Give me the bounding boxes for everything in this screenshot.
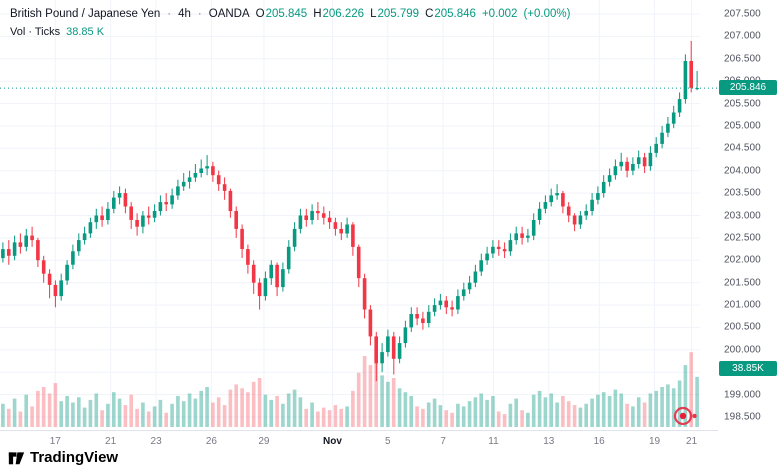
price-axis-label: 205.000 bbox=[724, 120, 761, 132]
symbol-header: British Pound / Japanese Yen · 4h · OAND… bbox=[10, 8, 570, 20]
time-axis-label: 21 bbox=[686, 436, 698, 447]
time-axis-label: 26 bbox=[205, 436, 217, 447]
volume-layer bbox=[1, 347, 699, 427]
price-change-percent: (+0.00%) bbox=[523, 8, 571, 20]
ohlc-high: H206.226 bbox=[313, 8, 365, 20]
volume-header: Vol · Ticks 38.85 K bbox=[10, 26, 104, 38]
record-ring-icon bbox=[673, 406, 693, 426]
time-axis-label: 7 bbox=[440, 436, 446, 447]
price-axis-label: 202.500 bbox=[724, 232, 761, 244]
volume-study-label[interactable]: Vol · Ticks bbox=[10, 26, 61, 38]
ohlc-low: L205.799 bbox=[370, 8, 420, 20]
price-axis-label: 200.000 bbox=[724, 344, 761, 356]
time-axis-label: 23 bbox=[150, 436, 162, 447]
price-axis-label: 201.500 bbox=[724, 277, 761, 289]
separator: · bbox=[167, 8, 172, 20]
exchange-label: OANDA bbox=[208, 8, 250, 20]
price-axis-label: 201.000 bbox=[724, 299, 761, 311]
price-axis-label: 204.500 bbox=[724, 142, 761, 154]
price-axis-label: 200.500 bbox=[724, 321, 761, 333]
time-axis-label: 17 bbox=[49, 436, 61, 447]
time-axis-label: 5 bbox=[385, 436, 391, 447]
symbol-title[interactable]: British Pound / Japanese Yen bbox=[10, 8, 161, 20]
time-axis-label: Nov bbox=[323, 436, 342, 447]
volume-badge: 38.85K bbox=[719, 361, 777, 376]
price-axis-label: 203.000 bbox=[724, 210, 761, 221]
price-axis-label: 203.500 bbox=[724, 187, 761, 199]
price-axis-label: 207.500 bbox=[724, 8, 761, 20]
price-axis-label: 204.000 bbox=[724, 165, 761, 177]
price-axis-label: 206.500 bbox=[724, 53, 761, 65]
record-dot-icon bbox=[679, 412, 687, 420]
time-axis-label: 11 bbox=[488, 436, 499, 447]
separator: · bbox=[197, 8, 202, 20]
time-axis-label: 16 bbox=[593, 436, 605, 447]
price-axis-label: 198.500 bbox=[724, 411, 761, 423]
time-axis-label: 19 bbox=[648, 436, 661, 447]
price-axis-label: 202.000 bbox=[724, 254, 761, 266]
interval-label[interactable]: 4h bbox=[178, 8, 191, 20]
ohlc-close: C205.846 bbox=[425, 8, 476, 20]
price-axis-label: 199.000 bbox=[724, 389, 761, 401]
price-change: +0.002 bbox=[481, 8, 518, 20]
price-axis-label: 207.000 bbox=[724, 30, 761, 42]
tradingview-logo[interactable]: TradingView bbox=[8, 449, 118, 466]
candlestick-plot-area[interactable] bbox=[0, 0, 718, 430]
volume-study-value: 38.85 K bbox=[66, 26, 105, 38]
tradingview-logo-text: TradingView bbox=[30, 449, 119, 466]
price-axis[interactable]: 205.846 38.85K 207.500207.000206.500206.… bbox=[718, 0, 780, 430]
candles-layer bbox=[1, 40, 699, 382]
last-price-badge: 205.846 bbox=[719, 80, 777, 95]
time-axis-label: 29 bbox=[258, 436, 270, 447]
ohlc-open: O205.845 bbox=[255, 8, 308, 20]
tradingview-mark-icon bbox=[8, 452, 25, 465]
time-axis[interactable]: 17 21 23 26 29 Nov 5 7 11 13 16 19 21 bbox=[0, 430, 718, 452]
time-axis-label: 21 bbox=[105, 436, 117, 447]
price-axis-label: 205.500 bbox=[724, 98, 761, 110]
record-small-dot-icon bbox=[692, 413, 697, 419]
record-indicator[interactable] bbox=[672, 404, 702, 428]
time-axis-label: 13 bbox=[543, 436, 555, 447]
